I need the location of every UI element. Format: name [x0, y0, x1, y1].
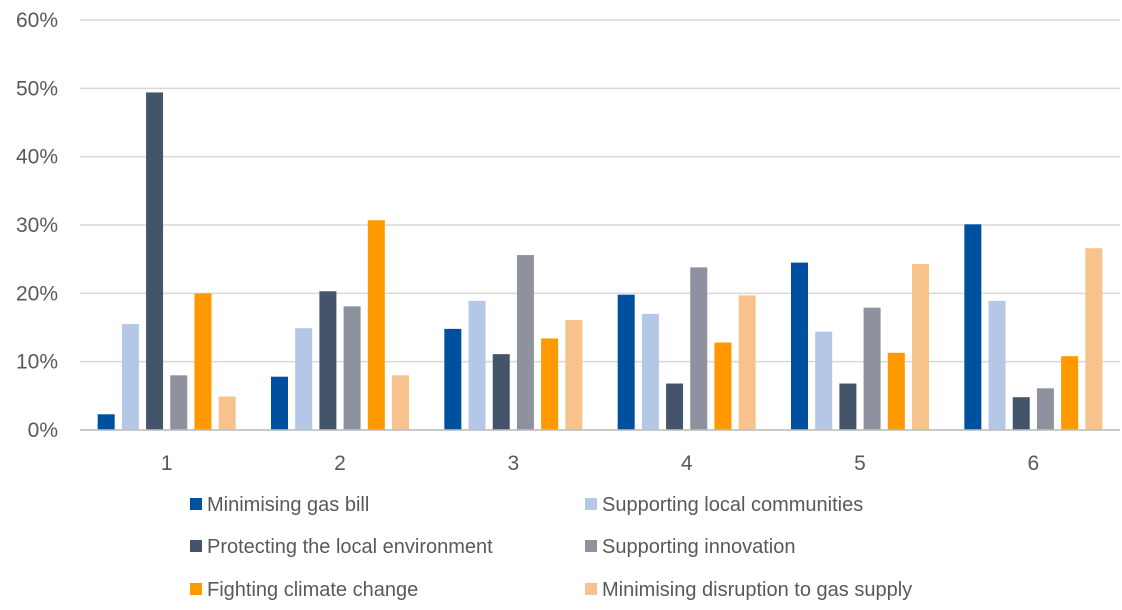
bar: [690, 267, 708, 430]
legend-swatch: [585, 583, 597, 595]
bar: [97, 414, 115, 430]
legend-label: Supporting innovation: [602, 536, 795, 558]
bar: [392, 375, 409, 430]
bar: [516, 255, 534, 430]
bar: [839, 383, 857, 430]
legend-swatch: [585, 498, 597, 510]
legend-swatch: [190, 498, 202, 510]
y-tick-label: 30%: [16, 214, 58, 237]
legend-swatch: [190, 583, 202, 595]
legend-swatch: [585, 540, 597, 552]
bar: [319, 291, 337, 430]
bar: [541, 338, 559, 430]
x-tick-label: 4: [681, 452, 693, 475]
x-tick-label: 6: [1027, 452, 1039, 475]
bar: [1061, 356, 1079, 430]
legend-label: Fighting climate change: [207, 579, 418, 601]
bar: [565, 319, 583, 430]
bar: [912, 263, 929, 430]
y-tick-label: 50%: [16, 77, 58, 100]
bar: [271, 376, 288, 430]
bar: [343, 306, 361, 430]
bar: [146, 92, 164, 430]
bar: [964, 224, 982, 430]
bar: [738, 295, 756, 430]
x-tick-label: 3: [507, 452, 519, 475]
bar: [492, 354, 510, 430]
y-tick-label: 40%: [16, 146, 58, 169]
x-tick-label: 2: [334, 452, 346, 475]
bar: [444, 328, 462, 430]
bar: [863, 307, 881, 430]
axes: 0% 10% 20% 30% 40% 50% 60% 1 2 3 4 5 6: [16, 9, 1120, 475]
bar: [887, 352, 905, 430]
legend-label: Minimising disruption to gas supply: [602, 579, 912, 601]
bar: [1085, 248, 1103, 430]
legend-label: Protecting the local environment: [207, 536, 493, 558]
bar: [121, 324, 139, 430]
bars: [97, 92, 1103, 430]
bar: [714, 342, 732, 430]
y-tick-label: 10%: [16, 351, 58, 374]
bar: [666, 383, 684, 430]
bar: [617, 294, 635, 430]
bar: [468, 300, 486, 430]
x-tick-label: 5: [854, 452, 866, 475]
legend: Minimising gas bill Supporting local comm…: [190, 494, 912, 601]
x-tick-label: 1: [161, 452, 173, 475]
y-tick-label: 0%: [28, 419, 58, 442]
y-tick-label: 20%: [16, 282, 58, 305]
bar: [295, 328, 313, 430]
y-tick-label: 60%: [16, 9, 58, 32]
bar: [170, 375, 188, 430]
bar: [791, 262, 808, 430]
bar: [641, 313, 659, 430]
bar: [194, 293, 212, 430]
legend-label: Supporting local communities: [602, 494, 863, 516]
bar: [988, 300, 1006, 430]
gridlines: [80, 19, 1120, 431]
bar: [1012, 397, 1030, 430]
legend-label: Minimising gas bill: [207, 494, 369, 516]
bar: [1036, 388, 1054, 430]
bar: [218, 396, 236, 430]
bar: [815, 331, 833, 430]
bar: [367, 220, 385, 430]
legend-swatch: [190, 540, 202, 552]
